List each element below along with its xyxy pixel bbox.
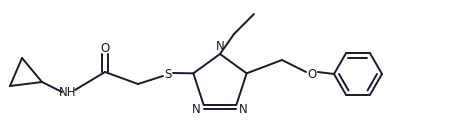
- Text: NH: NH: [59, 86, 76, 99]
- Text: N: N: [238, 103, 247, 116]
- Text: N: N: [192, 103, 200, 116]
- Text: O: O: [100, 41, 109, 54]
- Text: S: S: [164, 67, 171, 80]
- Text: O: O: [307, 67, 316, 80]
- Text: N: N: [215, 39, 224, 52]
